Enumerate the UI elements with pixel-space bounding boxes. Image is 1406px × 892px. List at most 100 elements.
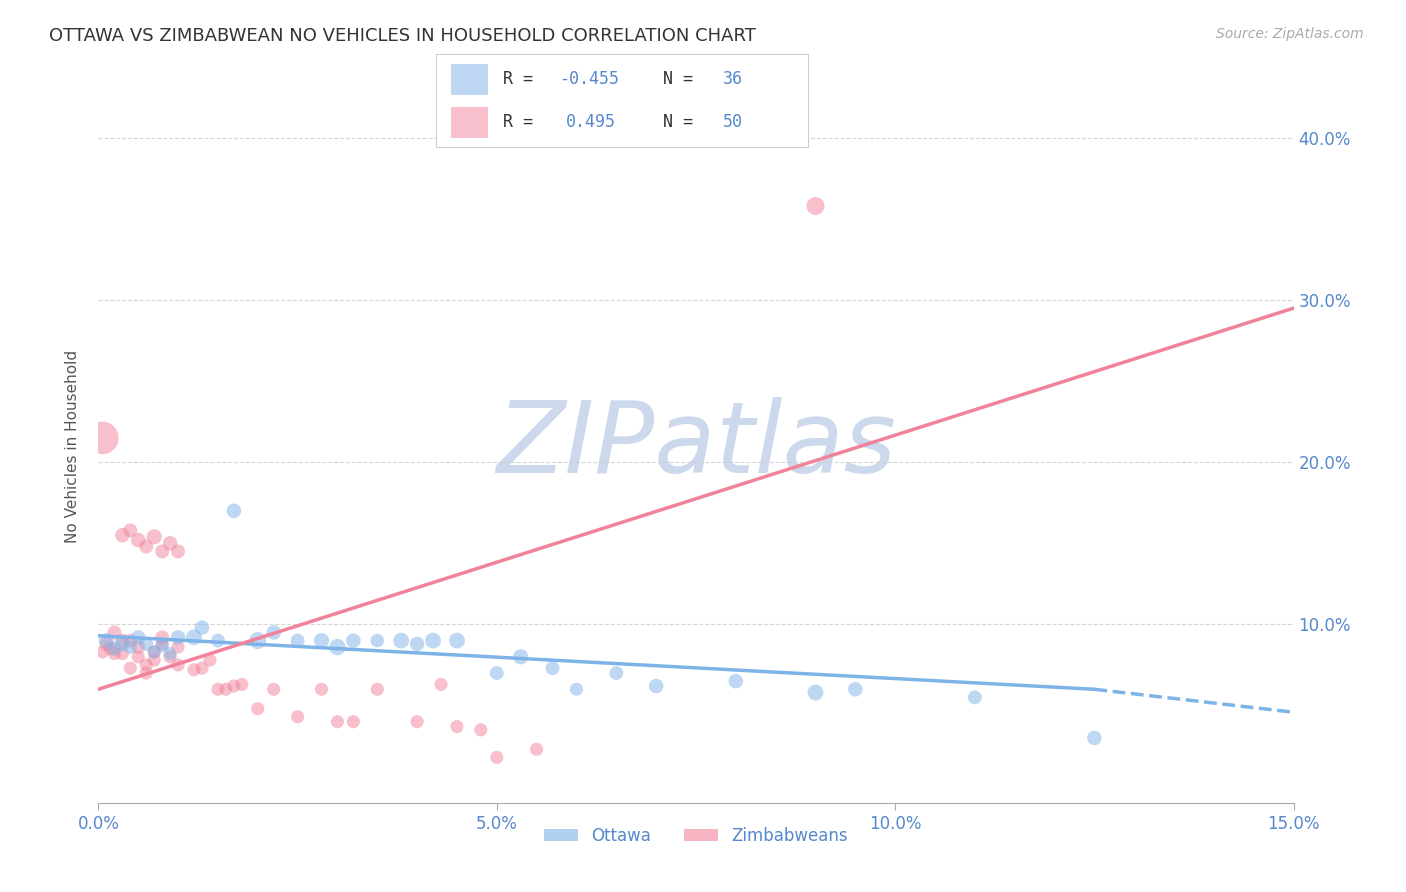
Point <box>541 661 564 675</box>
Point <box>127 533 149 547</box>
Point <box>509 649 531 664</box>
Point <box>143 530 166 544</box>
Point <box>135 666 157 681</box>
Point <box>167 640 190 654</box>
Point <box>342 714 364 729</box>
Y-axis label: No Vehicles in Household: No Vehicles in Household <box>65 350 80 542</box>
Point <box>246 702 269 716</box>
Bar <box>451 107 488 138</box>
Legend: Ottawa, Zimbabweans: Ottawa, Zimbabweans <box>537 821 855 852</box>
Text: R =: R = <box>503 113 543 131</box>
Point <box>159 649 181 664</box>
Text: N =: N = <box>664 70 703 88</box>
Point <box>222 504 245 518</box>
Text: N =: N = <box>664 113 703 131</box>
Point <box>645 679 668 693</box>
Point <box>96 633 118 648</box>
Point <box>565 682 588 697</box>
Point <box>844 682 866 697</box>
Point <box>150 639 173 653</box>
Point <box>389 633 412 648</box>
Point <box>326 640 349 654</box>
Point <box>111 647 134 661</box>
Point <box>167 657 190 672</box>
Point <box>1083 731 1105 745</box>
Point <box>135 540 157 554</box>
Point <box>231 677 253 691</box>
Point <box>103 641 125 656</box>
Text: OTTAWA VS ZIMBABWEAN NO VEHICLES IN HOUSEHOLD CORRELATION CHART: OTTAWA VS ZIMBABWEAN NO VEHICLES IN HOUS… <box>49 27 756 45</box>
Text: 50: 50 <box>723 113 742 131</box>
Point <box>111 637 134 651</box>
Point <box>120 524 142 538</box>
Text: R =: R = <box>503 70 543 88</box>
Point <box>724 674 747 689</box>
Text: 0.495: 0.495 <box>567 113 616 131</box>
Point <box>120 640 142 654</box>
Point <box>96 637 118 651</box>
Point <box>406 637 429 651</box>
Bar <box>451 64 488 95</box>
Point <box>207 682 229 697</box>
Point <box>326 714 349 729</box>
Point <box>406 714 429 729</box>
Point <box>526 742 548 756</box>
Point <box>446 633 468 648</box>
Point <box>167 631 190 645</box>
Point <box>135 657 157 672</box>
Point <box>150 544 173 558</box>
Point <box>159 536 181 550</box>
Point <box>191 621 214 635</box>
Point <box>263 625 285 640</box>
Point <box>91 431 114 445</box>
Point <box>485 750 508 764</box>
Point <box>263 682 285 697</box>
Point <box>111 633 134 648</box>
Point <box>366 682 388 697</box>
Text: ZIPatlas: ZIPatlas <box>496 398 896 494</box>
Point <box>183 663 205 677</box>
Point <box>804 685 827 699</box>
Point <box>366 633 388 648</box>
Point <box>135 637 157 651</box>
Text: 36: 36 <box>723 70 742 88</box>
Point <box>143 645 166 659</box>
Point <box>98 641 122 656</box>
Point <box>103 647 125 661</box>
Point <box>422 633 444 648</box>
Text: -0.455: -0.455 <box>558 70 619 88</box>
Point <box>804 199 827 213</box>
Point <box>963 690 986 705</box>
Point <box>111 528 134 542</box>
Point <box>287 710 309 724</box>
Point <box>446 720 468 734</box>
Point <box>167 544 190 558</box>
Point <box>150 637 173 651</box>
Point <box>605 666 627 681</box>
Point <box>287 633 309 648</box>
Text: Source: ZipAtlas.com: Source: ZipAtlas.com <box>1216 27 1364 41</box>
Point <box>127 631 149 645</box>
Point <box>215 682 238 697</box>
Point <box>127 640 149 654</box>
Point <box>159 647 181 661</box>
Point <box>91 645 114 659</box>
Point <box>143 653 166 667</box>
Point <box>103 625 125 640</box>
Point <box>342 633 364 648</box>
Point <box>143 645 166 659</box>
Point <box>150 631 173 645</box>
Point <box>120 661 142 675</box>
Point <box>120 633 142 648</box>
Point <box>191 661 214 675</box>
Point <box>311 682 333 697</box>
Point <box>430 677 453 691</box>
Point <box>127 649 149 664</box>
Point <box>207 633 229 648</box>
Point <box>222 679 245 693</box>
Point <box>246 633 269 648</box>
Point <box>198 653 221 667</box>
Point <box>311 633 333 648</box>
Point <box>470 723 492 737</box>
Point <box>485 666 508 681</box>
